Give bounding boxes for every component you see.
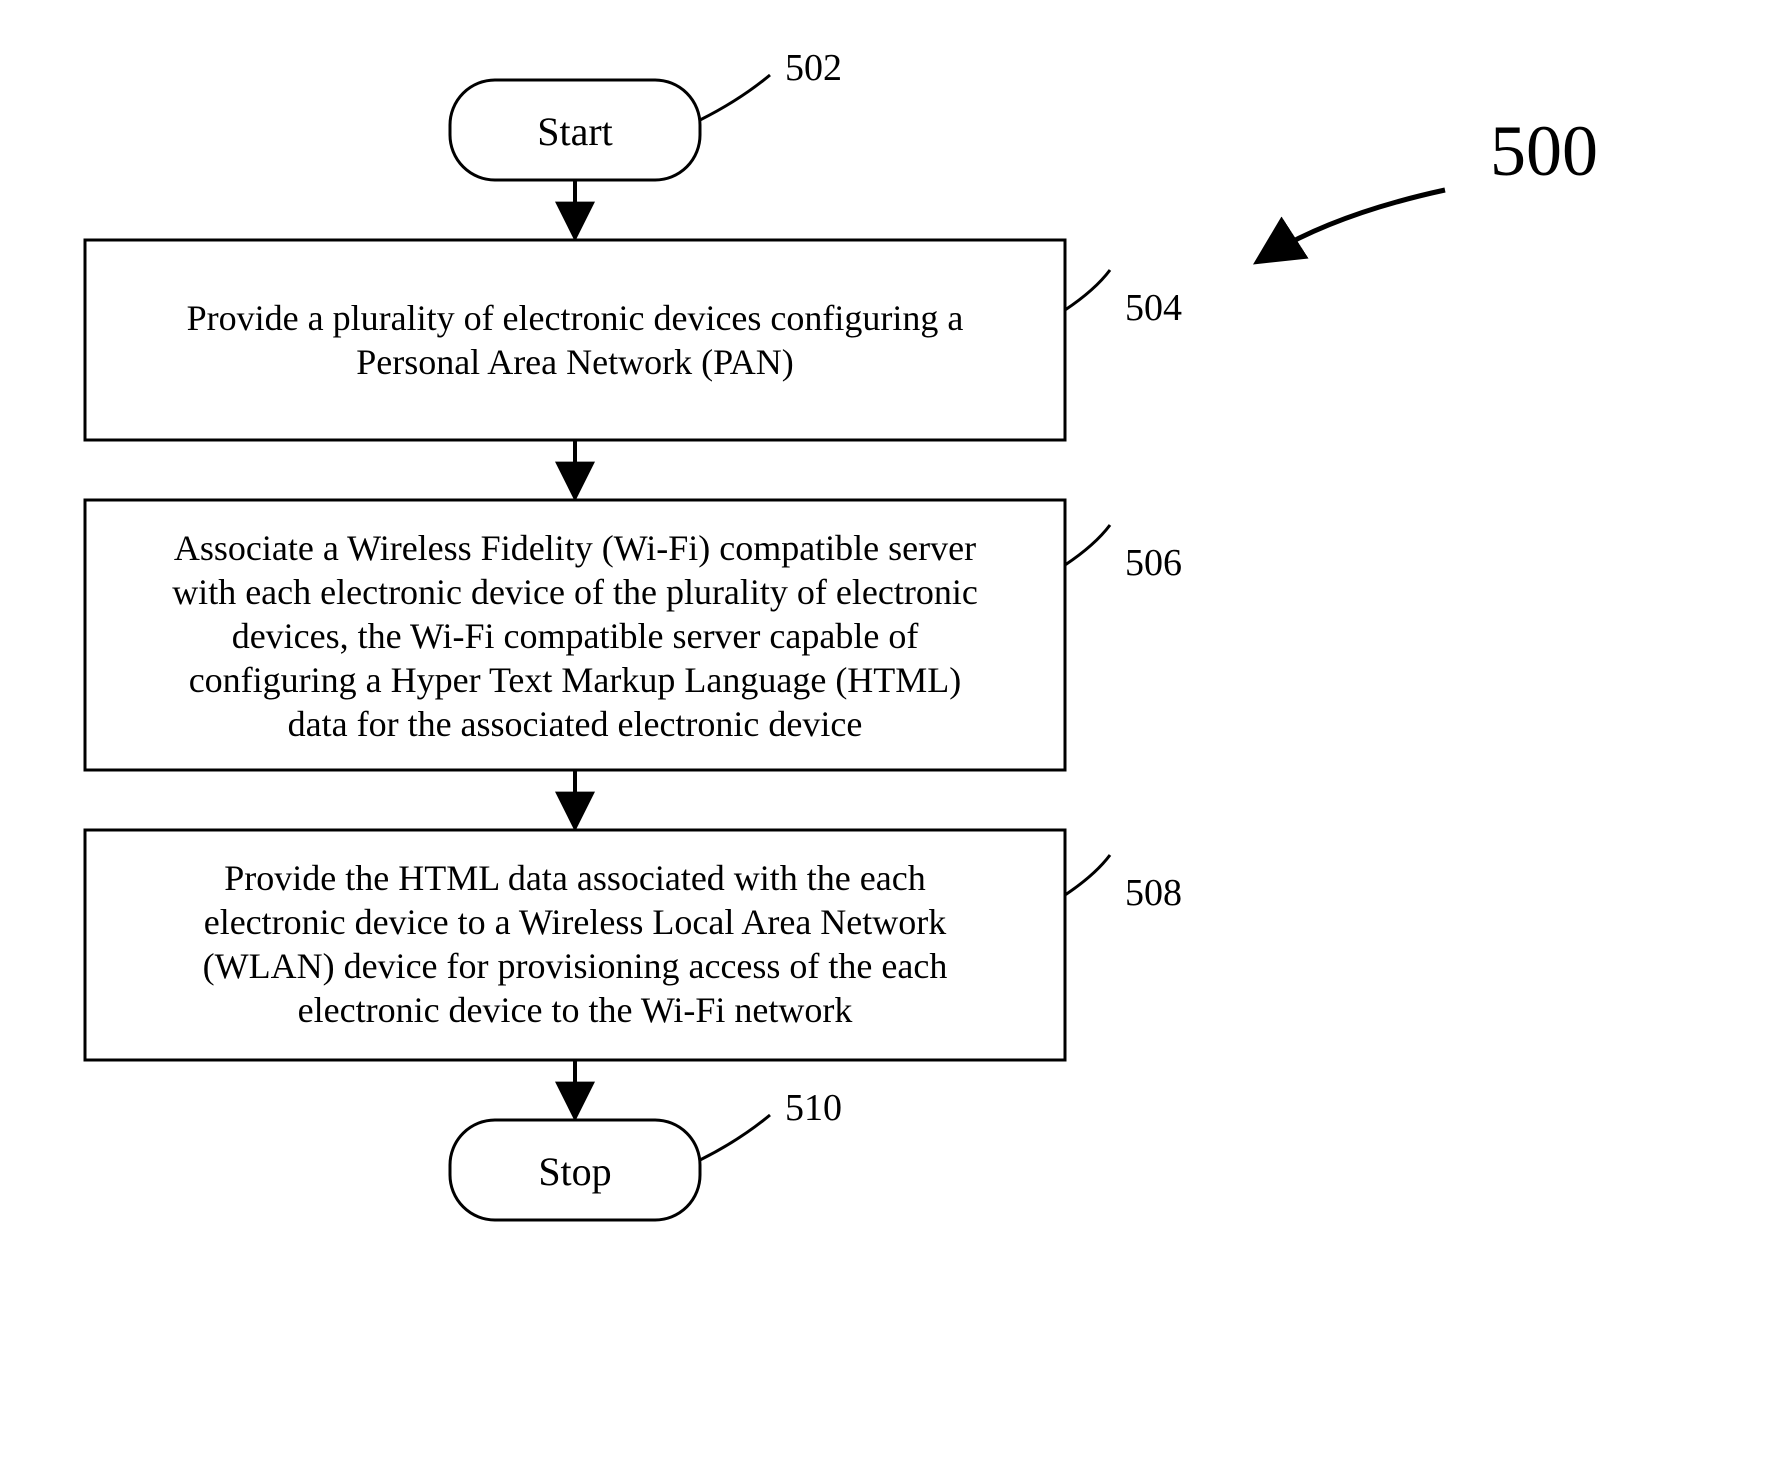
leader-508 (1065, 855, 1110, 895)
step2-line4: data for the associated electronic devic… (288, 704, 863, 744)
step2-line0: Associate a Wireless Fidelity (Wi-Fi) co… (174, 528, 976, 568)
step3-line3: electronic device to the Wi-Fi network (298, 990, 853, 1030)
leader-figure (1260, 190, 1445, 260)
step3-line0: Provide the HTML data associated with th… (224, 858, 925, 898)
label-508: 508 (1125, 872, 1182, 914)
leader-510 (700, 1115, 770, 1160)
step2-line3: configuring a Hyper Text Markup Language… (189, 660, 962, 700)
node-start: Start (450, 80, 700, 180)
node-step3: Provide the HTML data associated with th… (85, 830, 1065, 1060)
label-506: 506 (1125, 542, 1182, 584)
step3-line1: electronic device to a Wireless Local Ar… (204, 902, 947, 942)
label-502: 502 (785, 47, 842, 89)
node-step2: Associate a Wireless Fidelity (Wi-Fi) co… (85, 500, 1065, 770)
leader-506 (1065, 525, 1110, 565)
stop-text: Stop (538, 1149, 611, 1194)
step1-line0: Provide a plurality of electronic device… (187, 298, 964, 338)
leader-502 (700, 75, 770, 120)
step3-line2: (WLAN) device for provisioning access of… (203, 946, 948, 986)
step2-line2: devices, the Wi-Fi compatible server cap… (232, 616, 919, 656)
label-504: 504 (1125, 287, 1182, 329)
flowchart-root: Start 502 Provide a plurality of electro… (0, 0, 1789, 1468)
figure-label: 500 (1490, 111, 1598, 191)
step2-line1: with each electronic device of the plura… (172, 572, 978, 612)
label-510: 510 (785, 1087, 842, 1129)
node-step1: Provide a plurality of electronic device… (85, 240, 1065, 440)
start-text: Start (537, 109, 613, 154)
step1-line1: Personal Area Network (PAN) (356, 342, 794, 382)
leader-504 (1065, 270, 1110, 310)
node-stop: Stop (450, 1120, 700, 1220)
